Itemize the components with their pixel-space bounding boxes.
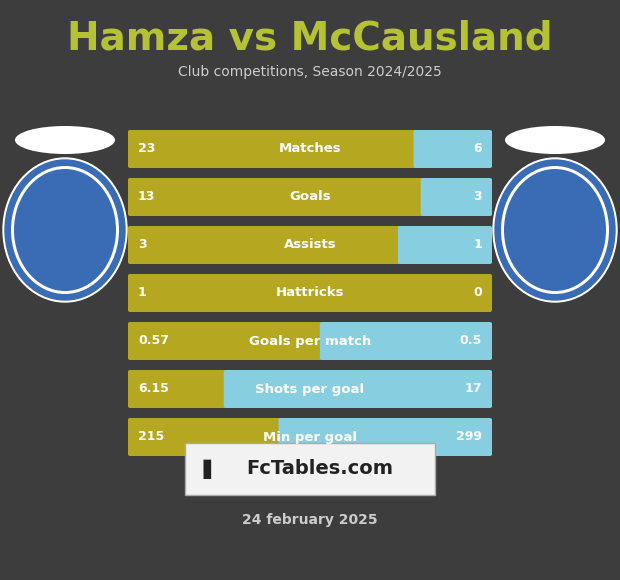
Text: 17: 17 — [464, 382, 482, 396]
Text: Matches: Matches — [278, 143, 342, 155]
Ellipse shape — [11, 166, 119, 294]
Text: Hamza vs McCausland: Hamza vs McCausland — [67, 19, 553, 57]
Text: 3: 3 — [474, 190, 482, 204]
FancyBboxPatch shape — [128, 322, 492, 360]
Ellipse shape — [501, 166, 609, 294]
FancyBboxPatch shape — [128, 178, 425, 216]
FancyBboxPatch shape — [421, 178, 492, 216]
Text: 215: 215 — [138, 430, 164, 444]
Ellipse shape — [505, 126, 605, 154]
Ellipse shape — [14, 169, 116, 291]
Text: 6: 6 — [474, 143, 482, 155]
FancyBboxPatch shape — [128, 178, 492, 216]
FancyBboxPatch shape — [128, 130, 492, 168]
FancyBboxPatch shape — [128, 418, 283, 456]
FancyBboxPatch shape — [128, 226, 402, 264]
Text: 0: 0 — [473, 287, 482, 299]
Text: 0.57: 0.57 — [138, 335, 169, 347]
Text: 23: 23 — [138, 143, 156, 155]
FancyBboxPatch shape — [224, 370, 492, 408]
FancyBboxPatch shape — [278, 418, 492, 456]
Ellipse shape — [493, 158, 617, 302]
Text: Goals per match: Goals per match — [249, 335, 371, 347]
Text: FcTables.com: FcTables.com — [247, 459, 394, 478]
Text: 3: 3 — [138, 238, 146, 252]
FancyBboxPatch shape — [185, 443, 435, 495]
FancyBboxPatch shape — [128, 418, 492, 456]
Ellipse shape — [495, 160, 615, 300]
Text: Club competitions, Season 2024/2025: Club competitions, Season 2024/2025 — [178, 65, 442, 79]
FancyBboxPatch shape — [128, 370, 492, 408]
Text: Goals: Goals — [289, 190, 331, 204]
FancyBboxPatch shape — [128, 130, 417, 168]
Ellipse shape — [504, 169, 606, 291]
Text: 1: 1 — [138, 287, 147, 299]
FancyBboxPatch shape — [128, 274, 492, 312]
Text: ▐: ▐ — [195, 459, 211, 478]
Text: Hattricks: Hattricks — [276, 287, 344, 299]
Ellipse shape — [3, 158, 127, 302]
Text: 6.15: 6.15 — [138, 382, 169, 396]
Text: 24 february 2025: 24 february 2025 — [242, 513, 378, 527]
Text: Min per goal: Min per goal — [263, 430, 357, 444]
Text: 0.5: 0.5 — [460, 335, 482, 347]
Ellipse shape — [5, 160, 125, 300]
Text: Assists: Assists — [284, 238, 336, 252]
FancyBboxPatch shape — [128, 370, 228, 408]
Ellipse shape — [15, 126, 115, 154]
FancyBboxPatch shape — [320, 322, 492, 360]
Text: 13: 13 — [138, 190, 156, 204]
FancyBboxPatch shape — [414, 130, 492, 168]
FancyBboxPatch shape — [128, 226, 492, 264]
FancyBboxPatch shape — [128, 274, 492, 312]
FancyBboxPatch shape — [128, 322, 324, 360]
Text: Shots per goal: Shots per goal — [255, 382, 365, 396]
FancyBboxPatch shape — [398, 226, 492, 264]
Text: 299: 299 — [456, 430, 482, 444]
Text: 1: 1 — [473, 238, 482, 252]
